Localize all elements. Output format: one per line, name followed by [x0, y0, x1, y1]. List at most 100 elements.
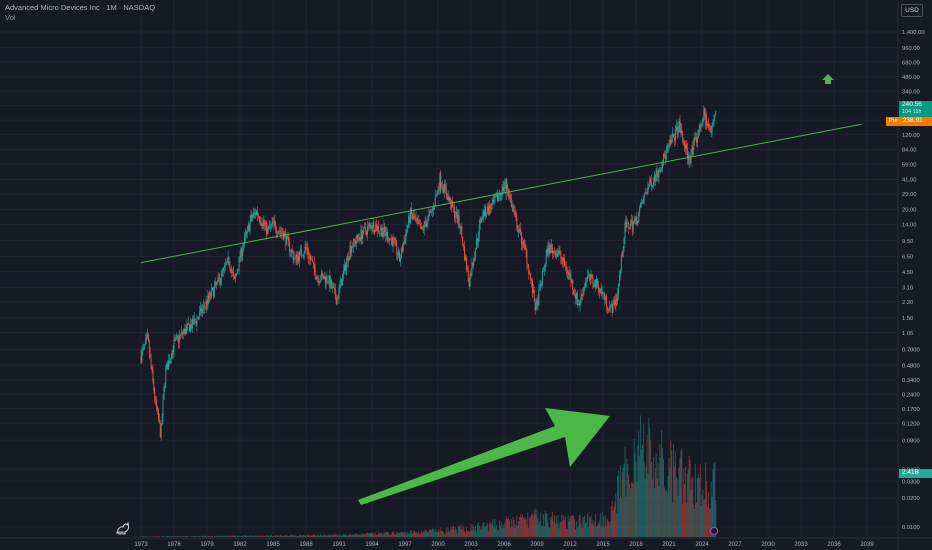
candle-body — [178, 336, 180, 343]
candle-body — [645, 192, 647, 194]
volume-bar — [414, 532, 416, 537]
volume-bar — [232, 535, 234, 537]
volume-bar — [631, 482, 633, 537]
volume-bar — [373, 534, 375, 537]
volume-bar — [182, 536, 184, 537]
volume-bar — [652, 479, 653, 537]
volume-bar — [334, 534, 336, 537]
candle-body — [420, 224, 422, 229]
candle-body — [601, 292, 603, 294]
volume-bar — [623, 463, 625, 537]
candle-body — [491, 203, 493, 210]
volume-bar — [143, 536, 145, 537]
volume-bar — [571, 515, 573, 537]
volume-bar — [257, 536, 259, 537]
candle-body — [413, 215, 415, 219]
candle-body — [150, 357, 152, 367]
volume-bar — [205, 535, 207, 537]
candle-body — [359, 237, 361, 241]
small-arrow-annotation[interactable] — [822, 74, 834, 84]
candle-body — [684, 142, 686, 149]
volume-bar — [583, 517, 585, 537]
candle-body — [531, 280, 533, 294]
candle-body — [539, 286, 541, 291]
volume-bar — [198, 535, 200, 537]
candle-body — [168, 360, 169, 370]
volume-bar — [450, 526, 452, 537]
candle-body — [579, 302, 581, 306]
candle-body — [245, 234, 246, 237]
candle-body — [530, 273, 532, 280]
candle-body — [238, 256, 240, 270]
volume-bar — [351, 535, 353, 537]
candle-body — [231, 271, 233, 273]
candle-body — [350, 245, 352, 253]
volume-bar — [176, 536, 178, 537]
volume-bar — [173, 536, 175, 537]
volume-bar — [522, 517, 524, 537]
volume-bar — [238, 536, 240, 537]
volume-bar — [712, 469, 714, 537]
tradingview-logo-icon[interactable] — [115, 520, 131, 536]
candle-body — [564, 265, 566, 267]
volume-bar — [525, 519, 527, 537]
candle-body — [276, 230, 278, 234]
volume-bar — [325, 535, 327, 537]
time-tick-label: 1979 — [200, 542, 214, 548]
volume-bar — [386, 532, 388, 537]
volume-bar — [410, 530, 412, 537]
candle-body — [289, 251, 291, 253]
candle-body — [685, 144, 687, 148]
premarket-price-value: 238.91 — [902, 117, 923, 124]
volume-bar — [660, 457, 662, 537]
candle-body — [401, 247, 403, 252]
candle-body — [537, 300, 539, 306]
volume-bar — [508, 517, 510, 537]
volume-bar — [194, 536, 196, 537]
volume-bar — [248, 536, 250, 537]
earnings-event-icon[interactable] — [710, 527, 719, 535]
candle-body — [466, 269, 468, 271]
candle-body — [511, 205, 513, 207]
candle-body — [304, 246, 306, 253]
support-trendline[interactable] — [140, 123, 862, 264]
candle-body — [398, 251, 400, 256]
volume-bar — [542, 526, 543, 537]
candle-body — [462, 236, 464, 246]
price-tick-label: 680.00 — [902, 60, 920, 66]
volume-bar — [703, 500, 705, 537]
candle-body — [472, 263, 474, 266]
candle-body — [383, 226, 385, 233]
candle-body — [701, 124, 703, 126]
volume-indicator-label[interactable]: Vol — [5, 13, 16, 22]
candle-body — [481, 216, 483, 222]
volume-bar — [392, 531, 394, 537]
volume-bar — [178, 535, 180, 537]
candle-body — [268, 226, 270, 228]
volume-bar — [714, 462, 716, 537]
volume-bar — [346, 535, 348, 537]
candle-body — [652, 185, 653, 187]
candle-body — [646, 192, 648, 193]
volume-bar — [393, 533, 395, 537]
volume-bar — [638, 431, 640, 537]
big-arrow-annotation[interactable] — [358, 408, 610, 505]
volume-bars — [140, 415, 717, 537]
candle-body — [200, 307, 202, 312]
candle-body — [381, 227, 383, 237]
candle-body — [498, 195, 500, 197]
candle-body — [216, 281, 218, 285]
candle-body — [351, 247, 353, 253]
candle-body — [566, 271, 568, 274]
currency-button[interactable]: USD — [901, 4, 923, 17]
candle-body — [397, 254, 399, 256]
candle-body — [325, 276, 327, 284]
symbol-title[interactable]: Advanced Micro Devices Inc · 1M · NASDAQ — [5, 3, 156, 12]
candle-body — [710, 132, 712, 133]
candle-body — [568, 271, 570, 275]
candle-body — [315, 277, 317, 280]
volume-bar — [318, 534, 320, 537]
volume-bar — [167, 536, 169, 537]
candle-body — [617, 293, 619, 302]
